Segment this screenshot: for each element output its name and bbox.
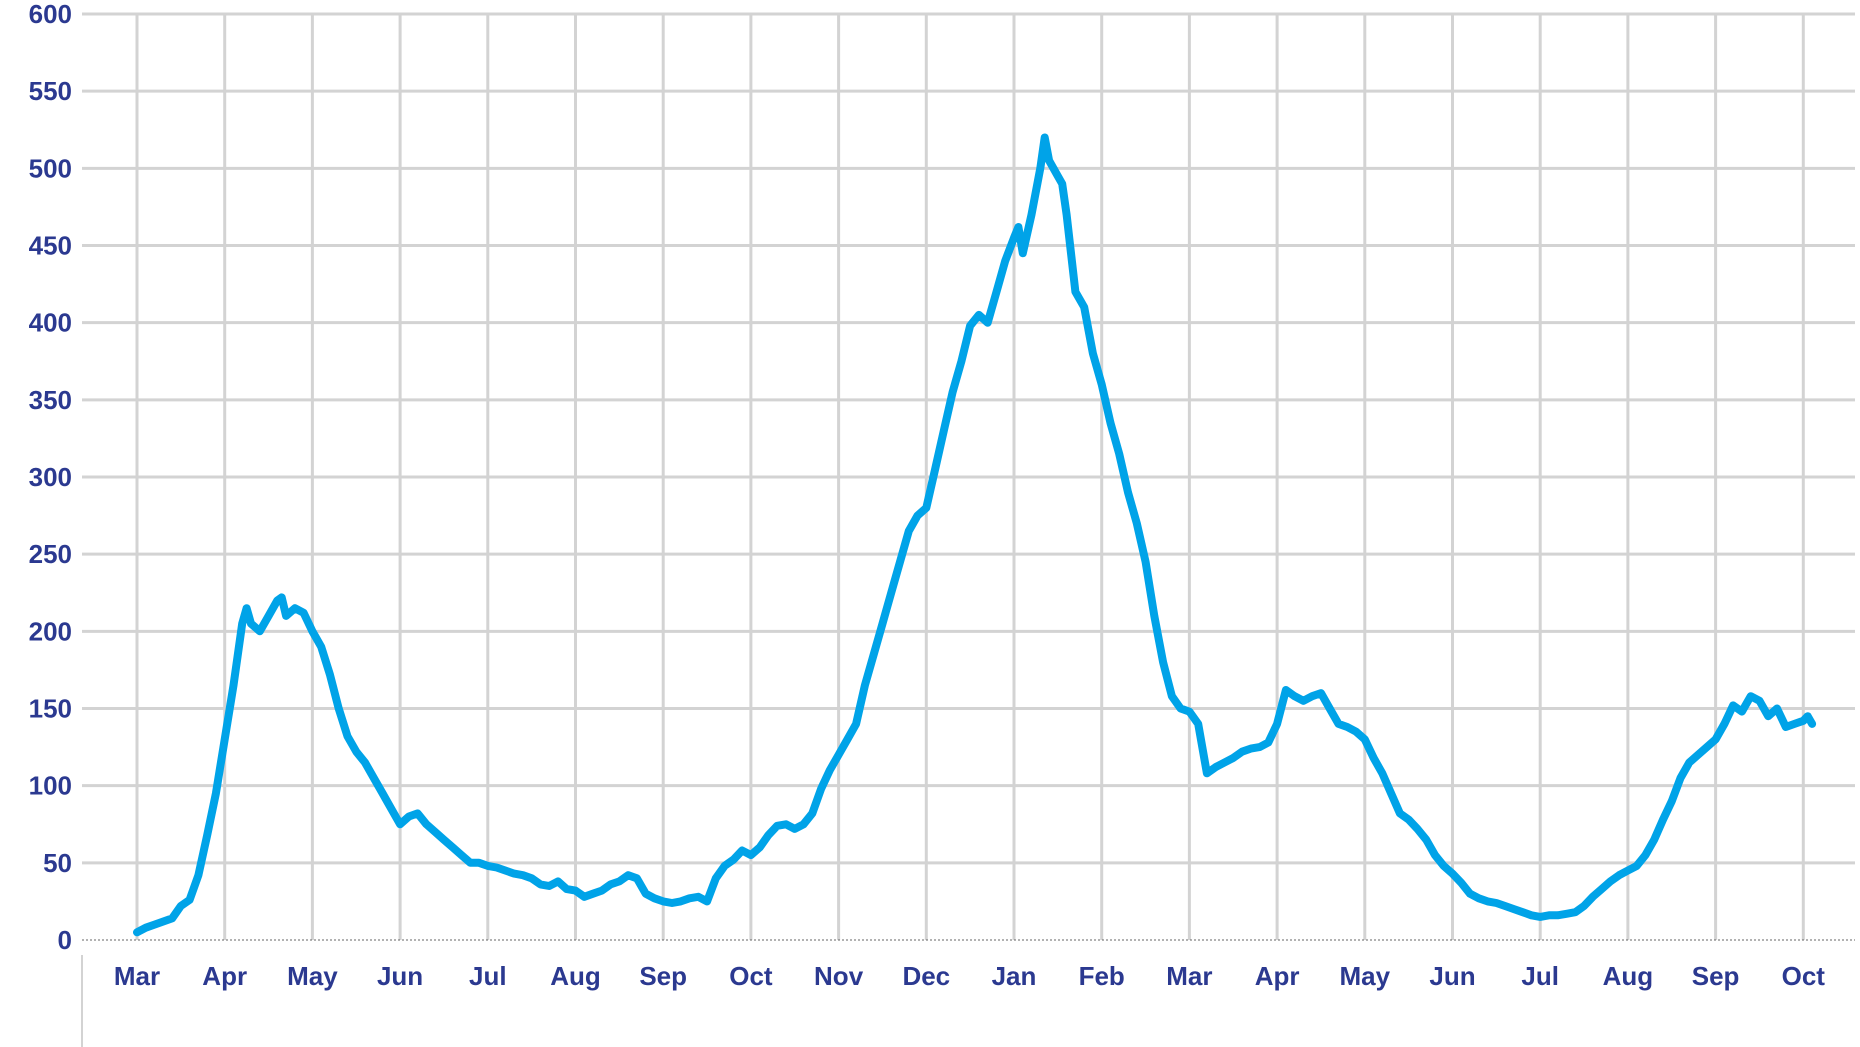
y-tick-label: 150 bbox=[29, 694, 72, 724]
y-tick-label: 600 bbox=[29, 0, 72, 29]
x-tick-label: Apr bbox=[202, 961, 247, 991]
y-tick-label: 350 bbox=[29, 385, 72, 415]
x-tick-label: Sep bbox=[1692, 961, 1740, 991]
y-tick-label: 0 bbox=[58, 925, 72, 955]
x-axis-tick-labels: Mar Apr May Jun Jul Aug Sep Oct Nov Dec Jan Feb Mar A… bbox=[114, 961, 1825, 991]
x-tick-label: Mar bbox=[1166, 961, 1212, 991]
series-line bbox=[133, 133, 1817, 937]
y-tick-label: 500 bbox=[29, 153, 72, 183]
y-tick-label: 200 bbox=[29, 616, 72, 646]
x-tick-label: Jul bbox=[469, 961, 507, 991]
x-tick-label: Oct bbox=[729, 961, 773, 991]
y-axis-tick-labels: 0 50 100 150 200 250 300 350 400 450 500 550 600 bbox=[29, 0, 72, 955]
vertical-gridlines bbox=[135, 14, 1805, 940]
x-tick-label: Aug bbox=[550, 961, 601, 991]
y-tick-label: 300 bbox=[29, 462, 72, 492]
y-tick-label: 250 bbox=[29, 539, 72, 569]
x-tick-label: Sep bbox=[639, 961, 687, 991]
y-tick-label: 50 bbox=[43, 848, 72, 878]
x-tick-label: Feb bbox=[1079, 961, 1125, 991]
x-tick-label: Mar bbox=[114, 961, 160, 991]
x-tick-label: Apr bbox=[1255, 961, 1300, 991]
x-tick-label: Jan bbox=[992, 961, 1037, 991]
x-tick-label: Nov bbox=[814, 961, 864, 991]
x-tick-label: Jun bbox=[377, 961, 423, 991]
x-tick-label: Jul bbox=[1521, 961, 1559, 991]
x-tick-label: May bbox=[287, 961, 338, 991]
y-tick-label: 550 bbox=[29, 76, 72, 106]
y-tick-label: 100 bbox=[29, 771, 72, 801]
x-tick-label: Oct bbox=[1782, 961, 1826, 991]
x-tick-label: Aug bbox=[1603, 961, 1654, 991]
y-tick-label: 400 bbox=[29, 308, 72, 338]
x-tick-label: Dec bbox=[902, 961, 950, 991]
x-tick-label: Jun bbox=[1429, 961, 1475, 991]
x-tick-label: May bbox=[1340, 961, 1391, 991]
y-tick-label: 450 bbox=[29, 231, 72, 261]
